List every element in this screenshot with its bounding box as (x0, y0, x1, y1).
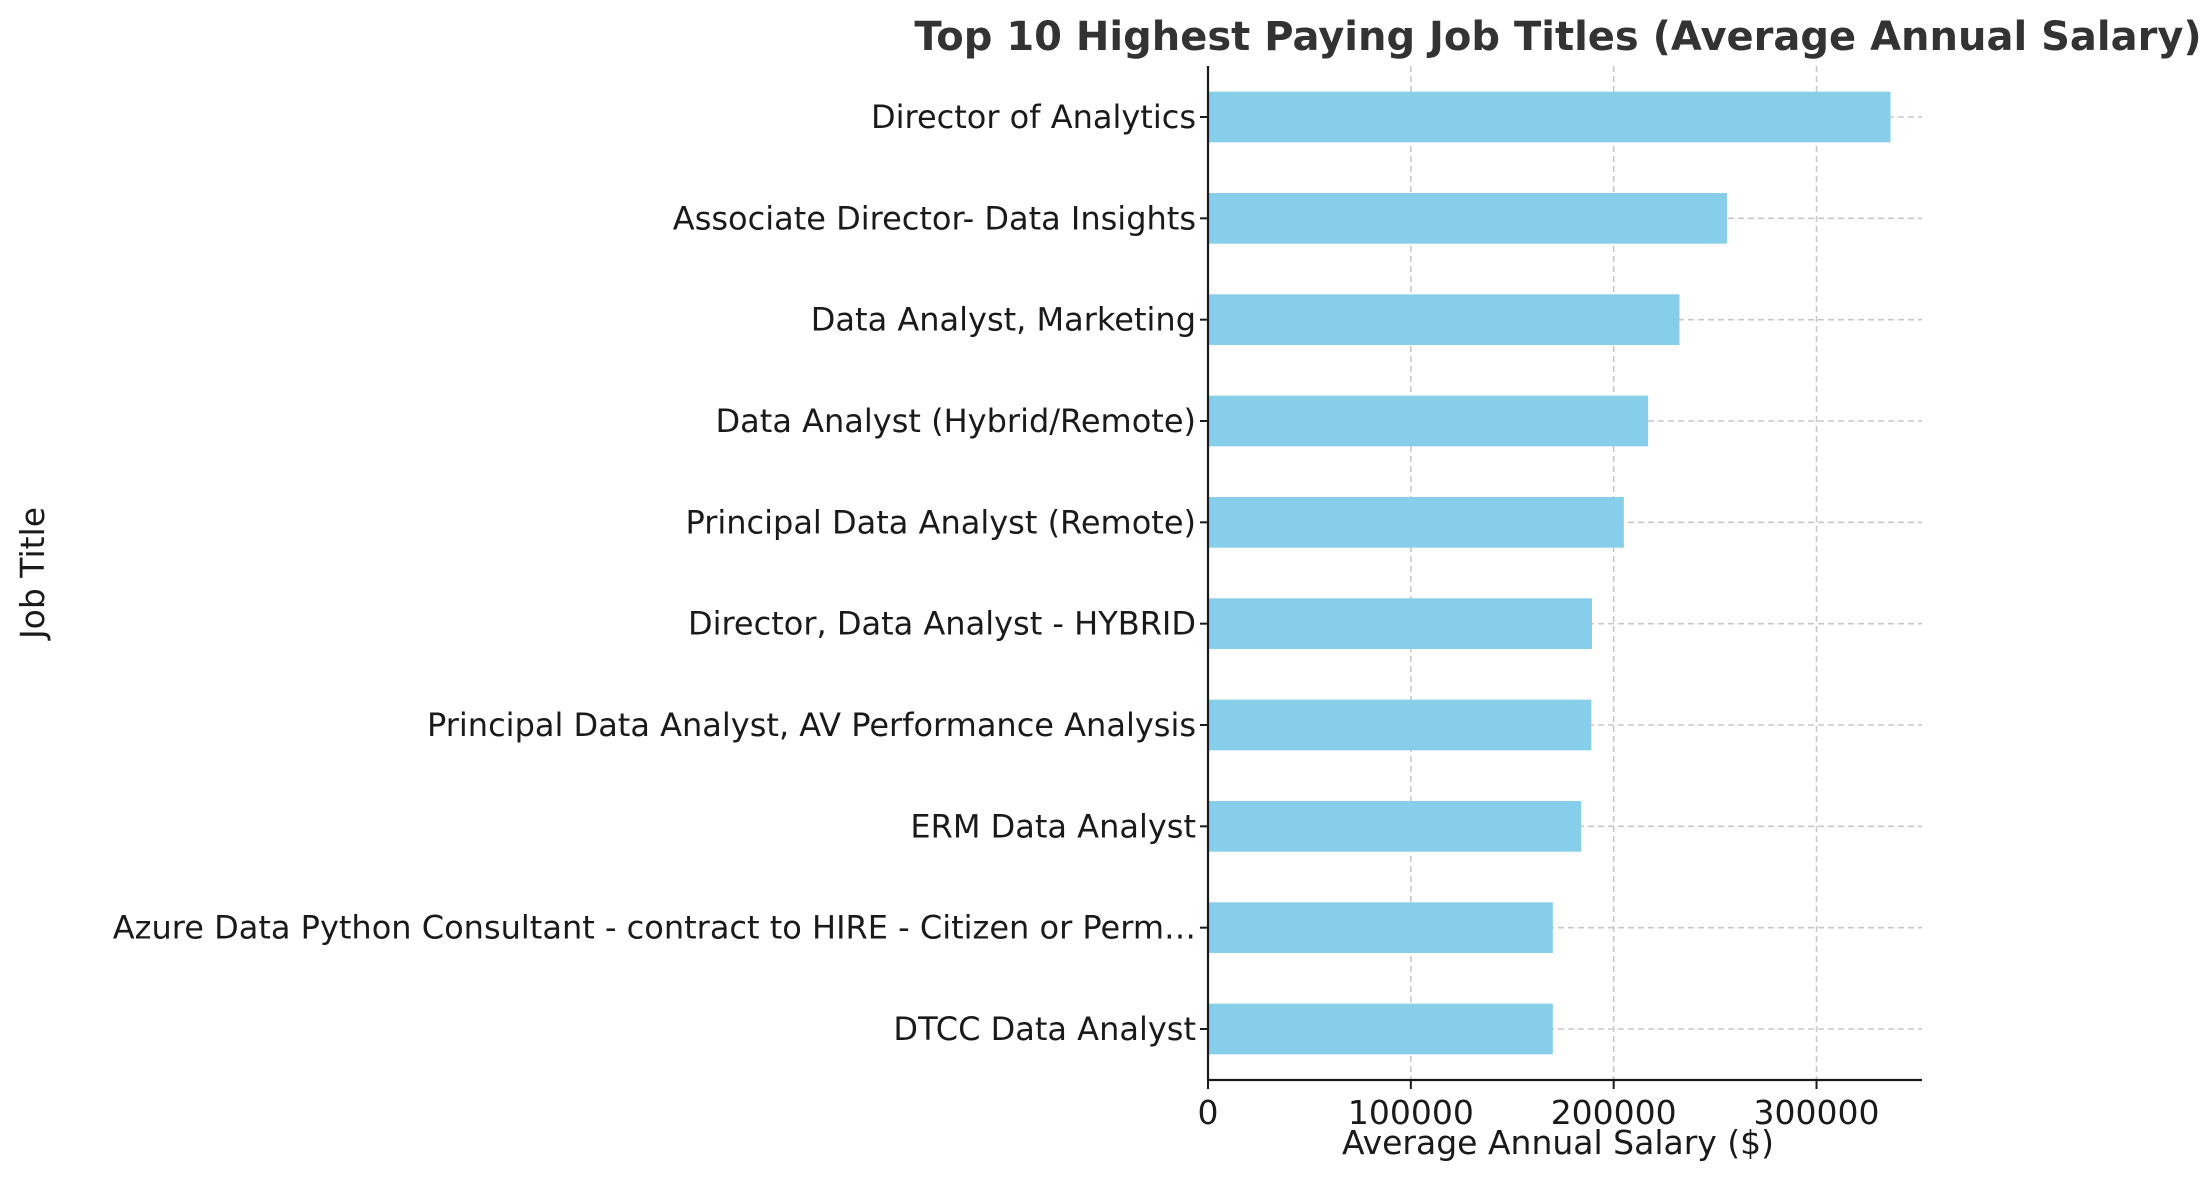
bar (1208, 193, 1727, 244)
bar (1208, 699, 1592, 751)
bar (1208, 294, 1680, 345)
x-tick-label: 200000 (1551, 1093, 1677, 1132)
x-tick-label: 100000 (1348, 1093, 1474, 1132)
bar (1208, 395, 1649, 447)
category-label: DTCC Data Analyst (893, 1010, 1196, 1048)
x-tick-labels: 0 100000 200000 300000 (1198, 1093, 1880, 1132)
bar (1208, 801, 1582, 852)
category-label: Director of Analytics (871, 98, 1196, 136)
category-label: Principal Data Analyst, AV Performance A… (427, 706, 1196, 744)
bar (1208, 91, 1891, 143)
category-label: Associate Director- Data Insights (673, 199, 1196, 237)
x-axis-title: Average Annual Salary ($) (1342, 1123, 1774, 1162)
axes (1200, 66, 1922, 1089)
bar (1208, 1003, 1553, 1055)
category-label: ERM Data Analyst (910, 807, 1196, 845)
category-label: Principal Data Analyst (Remote) (685, 503, 1196, 541)
chart-title: Top 10 Highest Paying Job Titles (Averag… (914, 14, 2201, 60)
bars (1208, 91, 1891, 1055)
y-axis-title: Job Title (13, 507, 52, 641)
category-label: Azure Data Python Consultant - contract … (113, 909, 1196, 947)
category-labels: Director of Analytics Associate Director-… (113, 98, 1196, 1048)
bar (1208, 598, 1592, 649)
category-label: Data Analyst, Marketing (811, 301, 1196, 339)
category-label: Data Analyst (Hybrid/Remote) (716, 402, 1196, 440)
bar (1208, 902, 1553, 953)
x-tick-label: 0 (1198, 1093, 1219, 1132)
x-tick-label: 300000 (1754, 1093, 1880, 1132)
bar (1208, 497, 1624, 548)
category-label: Director, Data Analyst - HYBRID (688, 605, 1196, 643)
